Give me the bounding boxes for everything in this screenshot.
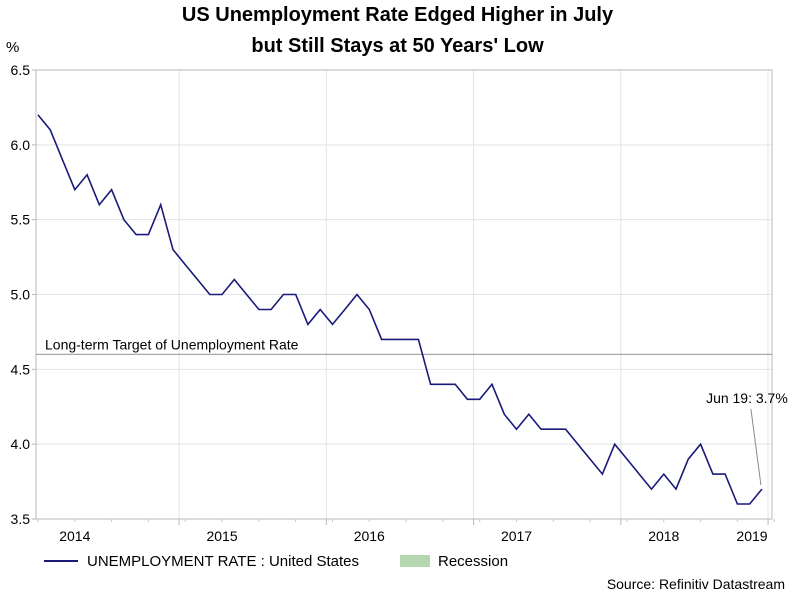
data-point [613, 442, 617, 446]
data-point [650, 487, 654, 491]
data-point [343, 307, 347, 311]
data-point [748, 502, 752, 506]
y-axis-ticks: 3.5 4.0 4.5 5.0 5.5 6.0 6.5 [11, 62, 36, 527]
data-point [674, 487, 678, 491]
y-tick-label: 5.5 [11, 212, 31, 228]
annotation-group: Jun 19: 3.7% [706, 390, 788, 486]
data-point [196, 278, 200, 282]
y-axis-unit-label: % [6, 39, 19, 56]
legend-recession-label: Recession [438, 553, 508, 570]
data-point [502, 412, 506, 416]
data-point [576, 442, 580, 446]
data-point [367, 307, 371, 311]
data-point [699, 442, 703, 446]
x-year-label: 2017 [501, 528, 532, 544]
data-point [416, 337, 420, 341]
data-point [171, 248, 175, 252]
data-point [257, 307, 261, 311]
data-point [232, 278, 236, 282]
data-point [134, 233, 138, 237]
data-point [527, 412, 531, 416]
series-line [37, 114, 763, 505]
data-point [392, 337, 396, 341]
data-point [564, 427, 568, 431]
data-point [245, 293, 249, 297]
data-point [539, 427, 543, 431]
data-point [453, 382, 457, 386]
data-point [380, 337, 384, 341]
data-point [588, 457, 592, 461]
x-axis-ticks: 2014 2015 2016 2017 2018 2019 [37, 519, 775, 544]
data-point [441, 382, 445, 386]
x-year-label: 2014 [59, 528, 90, 544]
data-point [97, 203, 101, 207]
y-tick-label: 4.5 [11, 361, 31, 377]
data-point [625, 457, 629, 461]
data-point [110, 188, 114, 192]
source-note: Source: Refinitiv Datastream [607, 576, 785, 592]
data-point [73, 188, 77, 192]
data-point [723, 472, 727, 476]
data-point [355, 293, 359, 297]
data-point [306, 322, 310, 326]
data-point [85, 173, 89, 177]
x-year-label: 2016 [354, 528, 385, 544]
data-point [429, 382, 433, 386]
x-year-label: 2015 [206, 528, 237, 544]
gridlines [36, 70, 772, 519]
data-point [637, 472, 641, 476]
y-tick-label: 5.0 [11, 287, 31, 303]
data-point [478, 397, 482, 401]
reference-line-group: Long-term Target of Unemployment Rate [36, 336, 772, 356]
data-point [760, 487, 764, 491]
data-point [686, 457, 690, 461]
x-year-label: 2019 [736, 528, 767, 544]
data-point [159, 203, 163, 207]
data-point [600, 472, 604, 476]
data-point [122, 218, 126, 222]
data-point [220, 293, 224, 297]
data-point [515, 427, 519, 431]
reference-line-label: Long-term Target of Unemployment Rate [45, 336, 299, 352]
data-point [36, 113, 40, 117]
legend: UNEMPLOYMENT RATE : United States Recess… [44, 553, 508, 570]
data-point [330, 322, 334, 326]
chart-title-line-2: but Still Stays at 50 Years' Low [251, 35, 544, 57]
data-point [146, 233, 150, 237]
data-point [465, 397, 469, 401]
data-point [404, 337, 408, 341]
data-point [48, 128, 52, 132]
data-point [183, 263, 187, 267]
data-point [735, 502, 739, 506]
data-point [294, 293, 298, 297]
y-tick-label: 4.0 [11, 436, 31, 452]
legend-series-label: UNEMPLOYMENT RATE : United States [87, 553, 359, 570]
data-point [490, 382, 494, 386]
legend-recession-swatch [400, 555, 430, 567]
annotation-label: Jun 19: 3.7% [706, 390, 788, 406]
y-tick-label: 3.5 [11, 511, 31, 527]
data-point [269, 307, 273, 311]
y-tick-label: 6.0 [11, 137, 31, 153]
x-year-label: 2018 [648, 528, 679, 544]
data-point [318, 307, 322, 311]
series-group [36, 113, 764, 506]
data-point [662, 472, 666, 476]
data-point [281, 293, 285, 297]
data-point [208, 293, 212, 297]
annotation-leader-line [750, 409, 762, 486]
data-point [61, 158, 65, 162]
y-tick-label: 6.5 [11, 62, 31, 78]
chart-title-line-1: US Unemployment Rate Edged Higher in Jul… [181, 4, 614, 26]
data-point [551, 427, 555, 431]
data-point [711, 472, 715, 476]
